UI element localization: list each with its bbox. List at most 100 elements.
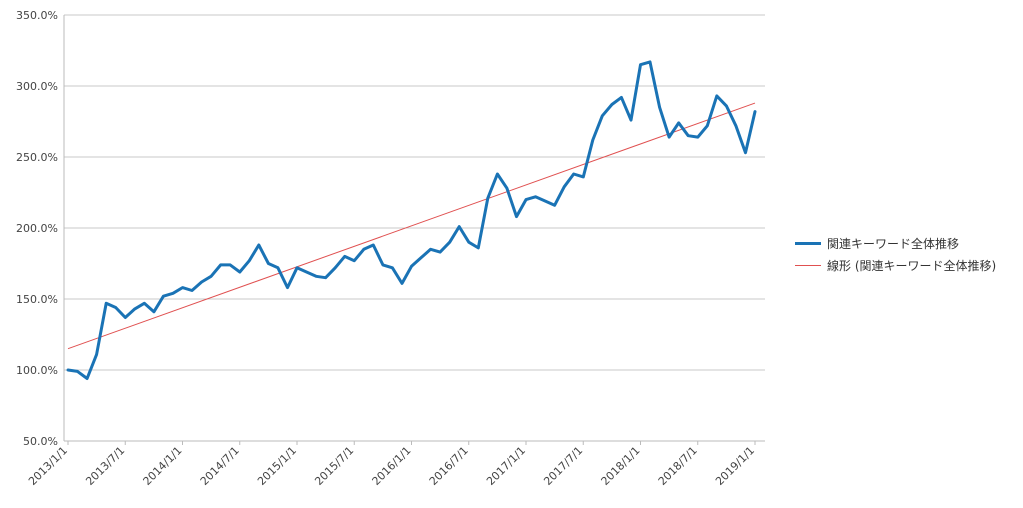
data-point (305, 270, 308, 274)
data-point (219, 263, 222, 267)
y-tick-label: 350.0% (16, 9, 58, 22)
data-point (562, 185, 566, 189)
data-point (324, 276, 327, 279)
data-point (410, 265, 413, 268)
data-point (152, 310, 156, 313)
data-point (486, 196, 490, 200)
data-point (524, 198, 528, 201)
data-point (238, 270, 241, 274)
legend-swatch-trend (795, 264, 821, 266)
data-point (610, 103, 614, 106)
data-point (295, 266, 299, 269)
data-point (267, 262, 270, 265)
data-point (677, 121, 680, 125)
data-point (753, 110, 757, 113)
data-point (715, 94, 719, 98)
data-point (601, 114, 604, 118)
x-tick-label: 2018/7/1 (656, 444, 700, 488)
data-point (648, 60, 652, 64)
data-point (104, 302, 108, 305)
data-point (209, 275, 213, 278)
data-point (200, 280, 203, 284)
data-point (229, 263, 232, 267)
x-tick-label: 2013/1/1 (26, 444, 70, 488)
legend-item-main: 関連キーワード全体推移 (795, 232, 996, 254)
data-point (257, 243, 261, 247)
data-point (124, 316, 127, 319)
y-tick-label: 250.0% (16, 151, 58, 164)
data-point (181, 286, 184, 289)
data-point (629, 118, 633, 122)
data-point (162, 294, 165, 298)
x-tick-label: 2015/7/1 (312, 444, 356, 488)
data-point (706, 124, 709, 127)
data-point (467, 241, 470, 244)
data-point (133, 307, 136, 311)
x-tick-label: 2017/7/1 (541, 444, 585, 488)
x-tick-label: 2014/7/1 (198, 444, 242, 488)
data-point (314, 275, 318, 278)
data-point (458, 225, 461, 228)
data-point (143, 302, 146, 305)
x-tick-label: 2013/7/1 (83, 444, 127, 488)
x-tick-label: 2015/1/1 (255, 444, 299, 488)
data-point (496, 172, 499, 176)
data-point (66, 368, 70, 372)
data-point (734, 124, 738, 127)
data-point (76, 370, 79, 373)
legend-swatch-main (795, 241, 821, 245)
x-tick-label: 2016/1/1 (369, 444, 413, 488)
data-point (658, 106, 661, 109)
data-point (362, 248, 365, 251)
data-point (171, 292, 175, 295)
x-tick-label: 2017/1/1 (484, 444, 528, 488)
legend-item-trend: 線形 (関連キーワード全体推移) (795, 254, 996, 276)
x-tick-label: 2018/1/1 (598, 444, 642, 488)
data-point (572, 172, 575, 176)
data-point (353, 259, 356, 262)
data-point (639, 63, 642, 66)
y-tick-label: 100.0% (16, 364, 58, 377)
x-tick-label: 2016/7/1 (427, 444, 471, 488)
data-point (276, 266, 280, 269)
legend-label-trend: 線形 (関連キーワード全体推移) (827, 258, 997, 273)
data-point (438, 250, 442, 254)
data-point (687, 134, 690, 137)
data-point (744, 151, 747, 154)
y-tick-label: 300.0% (16, 80, 58, 93)
series-layer (66, 60, 757, 380)
legend: 関連キーワード全体推移 線形 (関連キーワード全体推移) (795, 232, 996, 276)
data-point (372, 243, 375, 247)
data-point (448, 241, 451, 244)
data-point (620, 96, 623, 99)
data-point (505, 187, 509, 190)
y-tick-label: 200.0% (16, 222, 58, 235)
data-point (419, 256, 423, 260)
data-point (248, 259, 251, 262)
x-tick-label: 2014/1/1 (140, 444, 184, 488)
data-point (333, 266, 337, 269)
data-point (696, 135, 699, 139)
data-point (543, 199, 547, 203)
data-point (582, 175, 585, 179)
data-point (381, 263, 385, 267)
data-point (534, 195, 537, 198)
data-point (114, 306, 117, 309)
data-point (553, 204, 556, 207)
data-point (429, 248, 432, 251)
data-point (725, 104, 728, 108)
trendline (67, 102, 756, 350)
series-line-main (66, 60, 757, 380)
x-axis: 2013/1/1 2013/7/1 2014/1/1 2014/7/1 2015/1/1… (26, 440, 765, 488)
y-axis: 50.0% 100.0% 150.0% 200.0% 250.0% 300.0% 350.0… (16, 9, 65, 448)
data-point (95, 353, 98, 356)
data-point (85, 377, 89, 380)
data-point (477, 246, 480, 250)
data-point (286, 286, 289, 289)
data-point (515, 215, 518, 218)
data-point (667, 135, 671, 139)
data-point (391, 266, 394, 269)
data-point (400, 282, 404, 285)
gridlines (64, 14, 765, 442)
